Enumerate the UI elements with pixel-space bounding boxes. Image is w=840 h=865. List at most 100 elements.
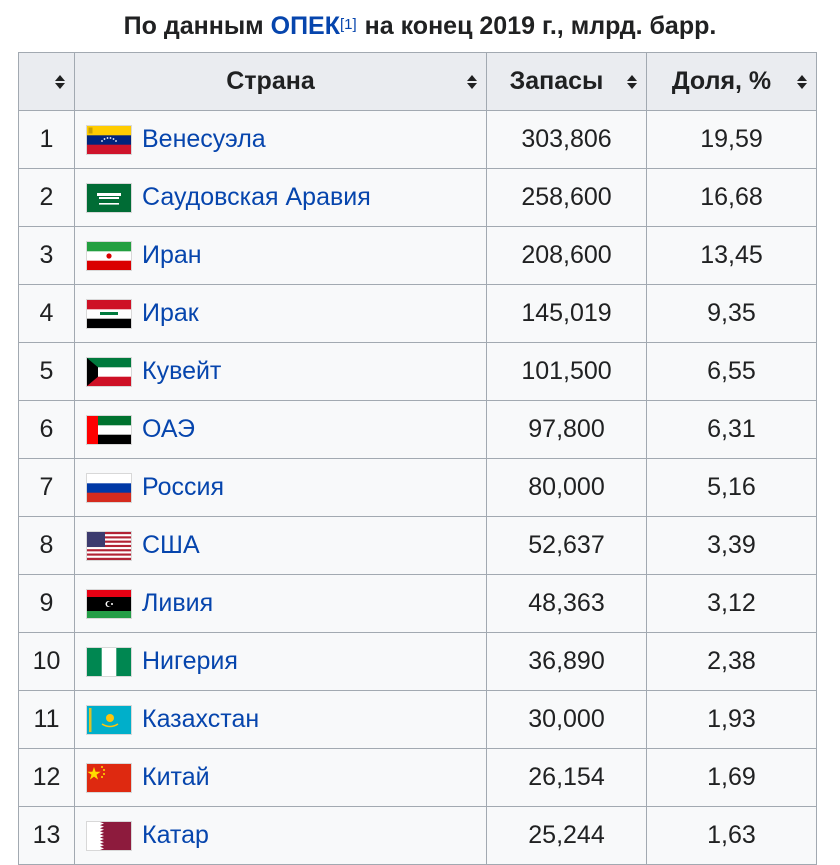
reserves-cell: 258,600 <box>486 168 647 227</box>
country-column-header[interactable]: Страна <box>74 52 487 111</box>
country-link[interactable]: Кувейт <box>142 357 222 385</box>
saudi-arabia-flag-icon <box>87 183 131 212</box>
nigeria-flag-icon <box>87 647 131 676</box>
opec-link[interactable]: ОПЕК <box>270 11 340 40</box>
country-cell: Венесуэла <box>74 110 487 169</box>
reserves-cell: 101,500 <box>486 342 647 401</box>
share-cell: 3,12 <box>646 574 817 633</box>
iraq-flag-icon <box>87 299 131 328</box>
oil-reserves-table: Страна Запасы Доля, % 1 Венесуэла 303,806 1… <box>18 52 817 865</box>
reference-link[interactable]: [1] <box>339 15 357 33</box>
country-link[interactable]: Саудовская Аравия <box>142 183 371 211</box>
rank-cell: 11 <box>18 690 75 749</box>
reserves-column-header[interactable]: Запасы <box>486 52 647 111</box>
table-row: 11 Казахстан 30,000 1,93 <box>18 690 817 749</box>
share-cell: 9,35 <box>646 284 817 343</box>
country-cell: Ливия <box>74 574 487 633</box>
china-flag-icon <box>87 763 131 792</box>
table-row: 2 Саудовская Аравия 258,600 16,68 <box>18 168 817 227</box>
country-link[interactable]: ОАЭ <box>142 415 195 443</box>
table-row: 12 Китай 26,154 1,69 <box>18 748 817 807</box>
country-cell: США <box>74 516 487 575</box>
country-cell: ОАЭ <box>74 400 487 459</box>
usa-flag-icon <box>87 531 131 560</box>
rank-column-header[interactable] <box>18 52 75 111</box>
reserves-cell: 26,154 <box>486 748 647 807</box>
rank-cell: 2 <box>18 168 75 227</box>
iran-flag-icon <box>87 241 131 270</box>
country-link[interactable]: Китай <box>142 763 210 791</box>
table-row: 10 Нигерия 36,890 2,38 <box>18 632 817 691</box>
country-link[interactable]: США <box>142 531 200 559</box>
share-column-header[interactable]: Доля, % <box>646 52 817 111</box>
uae-flag-icon <box>87 415 131 444</box>
country-link[interactable]: Нигерия <box>142 647 238 675</box>
share-cell: 1,63 <box>646 806 817 865</box>
country-cell: Нигерия <box>74 632 487 691</box>
table-row: 13 Катар 25,244 1,63 <box>18 806 817 865</box>
country-cell: Катар <box>74 806 487 865</box>
sort-icon[interactable] <box>54 74 66 90</box>
table-row: 4 Ирак 145,019 9,35 <box>18 284 817 343</box>
russia-flag-icon <box>87 473 131 502</box>
country-link[interactable]: Россия <box>142 473 224 501</box>
caption-suffix: на конец 2019 г., млрд. барр. <box>364 11 717 40</box>
rank-cell: 7 <box>18 458 75 517</box>
table-row: 5 Кувейт 101,500 6,55 <box>18 342 817 401</box>
libya-flag-icon <box>87 589 131 618</box>
reserves-header-label: Запасы <box>509 67 604 95</box>
sort-icon[interactable] <box>796 74 808 90</box>
rank-cell: 8 <box>18 516 75 575</box>
country-cell: Казахстан <box>74 690 487 749</box>
reserves-cell: 48,363 <box>486 574 647 633</box>
country-cell: Кувейт <box>74 342 487 401</box>
country-link[interactable]: Ливия <box>142 589 214 617</box>
share-cell: 13,45 <box>646 226 817 285</box>
country-cell: Саудовская Аравия <box>74 168 487 227</box>
rank-cell: 4 <box>18 284 75 343</box>
table-row: 1 Венесуэла 303,806 19,59 <box>18 110 817 169</box>
rank-cell: 12 <box>18 748 75 807</box>
rank-cell: 6 <box>18 400 75 459</box>
country-header-label: Страна <box>226 67 315 95</box>
table-row: 8 США 52,637 3,39 <box>18 516 817 575</box>
country-link[interactable]: Иран <box>142 241 202 269</box>
share-cell: 1,93 <box>646 690 817 749</box>
country-cell: Россия <box>74 458 487 517</box>
rank-cell: 13 <box>18 806 75 865</box>
country-link[interactable]: Казахстан <box>142 705 260 733</box>
share-cell: 5,16 <box>646 458 817 517</box>
reserves-cell: 36,890 <box>486 632 647 691</box>
reserves-cell: 208,600 <box>486 226 647 285</box>
table-row: 9 Ливия 48,363 3,12 <box>18 574 817 633</box>
reserves-cell: 52,637 <box>486 516 647 575</box>
table-caption: По данным ОПЕК [1] на конец 2019 г., млрд.… <box>0 0 840 52</box>
kazakhstan-flag-icon <box>87 705 131 734</box>
share-cell: 3,39 <box>646 516 817 575</box>
country-link[interactable]: Ирак <box>142 299 199 327</box>
table-row: 7 Россия 80,000 5,16 <box>18 458 817 517</box>
rank-cell: 5 <box>18 342 75 401</box>
rank-cell: 3 <box>18 226 75 285</box>
sort-icon[interactable] <box>626 74 638 90</box>
table-row: 6 ОАЭ 97,800 6,31 <box>18 400 817 459</box>
country-cell: Китай <box>74 748 487 807</box>
share-cell: 6,55 <box>646 342 817 401</box>
share-cell: 6,31 <box>646 400 817 459</box>
reserves-cell: 30,000 <box>486 690 647 749</box>
sort-icon[interactable] <box>466 74 478 90</box>
country-link[interactable]: Венесуэла <box>142 125 266 153</box>
share-cell: 19,59 <box>646 110 817 169</box>
qatar-flag-icon <box>87 821 131 850</box>
share-cell: 2,38 <box>646 632 817 691</box>
reserves-cell: 303,806 <box>486 110 647 169</box>
rank-cell: 9 <box>18 574 75 633</box>
country-link[interactable]: Катар <box>142 821 209 849</box>
reserves-cell: 97,800 <box>486 400 647 459</box>
header-row: Страна Запасы Доля, % <box>18 52 817 111</box>
table-row: 3 Иран 208,600 13,45 <box>18 226 817 285</box>
country-cell: Ирак <box>74 284 487 343</box>
rank-cell: 10 <box>18 632 75 691</box>
reserves-cell: 145,019 <box>486 284 647 343</box>
kuwait-flag-icon <box>87 357 131 386</box>
